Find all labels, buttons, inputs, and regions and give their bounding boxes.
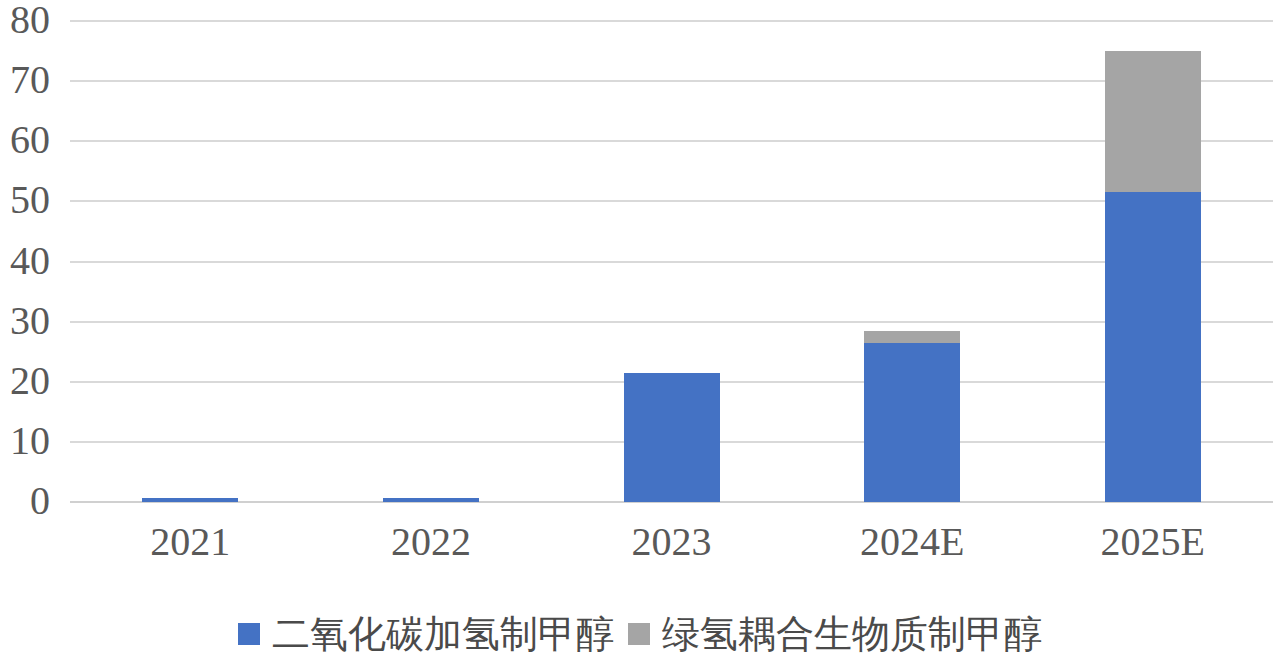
legend-swatch [238, 623, 260, 645]
x-tick-label: 2025E [1100, 520, 1204, 564]
gridline [70, 80, 1273, 82]
y-tick-label: 60 [10, 120, 50, 160]
y-tick-label: 50 [10, 181, 50, 221]
legend-swatch [628, 623, 650, 645]
gridline [70, 261, 1273, 263]
legend: 二氧化碳加氢制甲醇 绿氢耦合生物质制甲醇 [0, 608, 1280, 660]
stacked-bar-chart: 0 10 20 30 40 50 60 70 80 2021 2022 2023 2024E 2025E… [0, 0, 1280, 664]
x-tick-label: 2024E [860, 520, 964, 564]
x-axis: 2021 2022 2023 2024E 2025E [70, 520, 1273, 572]
gridline [70, 140, 1273, 142]
legend-label: 绿氢耦合生物质制甲醇 [662, 615, 1042, 653]
legend-item-1: 绿氢耦合生物质制甲醇 [628, 615, 1042, 653]
gridline [70, 200, 1273, 202]
x-tick-label: 2023 [632, 520, 712, 564]
gridline [70, 20, 1273, 22]
y-tick-label: 40 [10, 241, 50, 281]
bar-segment-2023-s0 [624, 373, 720, 502]
legend-label: 二氧化碳加氢制甲醇 [272, 615, 614, 653]
x-tick-label: 2022 [391, 520, 471, 564]
bar-segment-2022-s0 [383, 498, 479, 502]
y-axis: 01020304050607080 [0, 21, 56, 502]
bar-segment-2021-s0 [142, 498, 238, 502]
y-tick-label: 0 [30, 481, 50, 521]
bar-segment-2025E-s1 [1105, 51, 1201, 192]
x-tick-label: 2021 [150, 520, 230, 564]
bar-segment-2024E-s0 [864, 343, 960, 502]
bar-segment-2024E-s1 [864, 331, 960, 343]
gridline [70, 321, 1273, 323]
bar-segment-2025E-s0 [1105, 192, 1201, 502]
y-tick-label: 10 [10, 421, 50, 461]
y-tick-label: 80 [10, 0, 50, 40]
y-tick-label: 20 [10, 361, 50, 401]
plot-area [70, 21, 1273, 502]
y-tick-label: 70 [10, 60, 50, 100]
legend-item-0: 二氧化碳加氢制甲醇 [238, 615, 614, 653]
y-tick-label: 30 [10, 301, 50, 341]
